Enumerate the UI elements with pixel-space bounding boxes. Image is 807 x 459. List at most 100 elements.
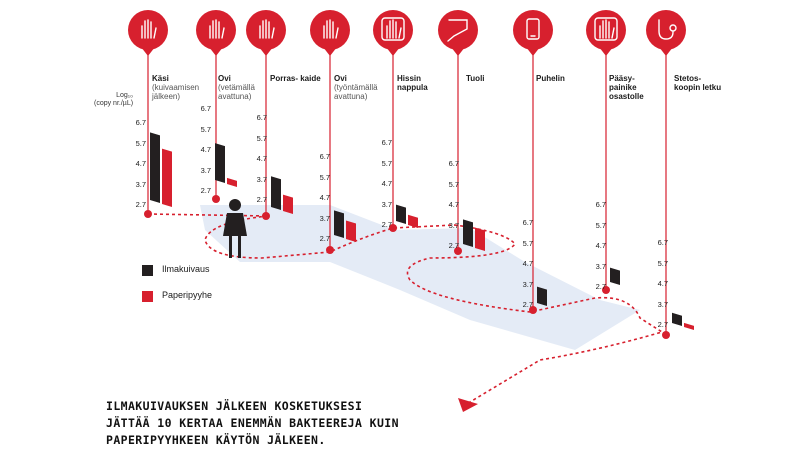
icon-chestpiece	[669, 24, 677, 32]
phone-pin	[513, 10, 553, 56]
bar-air-7	[610, 267, 620, 285]
station-subtitle: (vetämällä avattuna)	[218, 83, 255, 101]
y-tick-label: 4.7	[448, 200, 459, 209]
station-label-8: Stetos- koopin letku	[674, 74, 728, 92]
y-tick-label: 3.7	[448, 220, 459, 230]
pin-tail	[599, 47, 613, 56]
y-tick-label: 4.7	[595, 241, 606, 250]
station-dot-7	[602, 286, 610, 294]
station-dot-8	[662, 331, 670, 339]
pin-tail	[323, 47, 337, 56]
y-tick-label: 4.7	[135, 159, 146, 168]
station-title: Hissin nappula	[397, 74, 428, 92]
station-subtitle: (työntämällä avattuna)	[334, 83, 378, 101]
access-button-icon	[594, 17, 618, 41]
station-label-7: Pääsy- painike osastolle	[609, 74, 663, 101]
door-pull-pin	[196, 10, 236, 56]
path-arrowhead	[458, 398, 478, 412]
icon-fingers	[323, 19, 339, 39]
y-tick-label: 6.7	[200, 104, 211, 113]
station-title: Tuoli	[466, 74, 485, 83]
figure-leg-right	[238, 236, 241, 258]
bar-air-8	[672, 312, 682, 326]
hand-pin	[128, 10, 168, 56]
legend-swatch-paper	[142, 291, 153, 302]
station-title: Pääsy- painike osastolle	[609, 74, 644, 101]
station-label-4: Hissin nappula	[397, 74, 451, 92]
icon-fingers	[259, 19, 275, 39]
y-tick-label: 2.7	[448, 241, 459, 250]
pin-balloon	[438, 10, 478, 50]
bar-paper-5	[475, 227, 485, 251]
conclusion-line-2: JÄTTÄÄ 10 KERTAA ENEMMÄN BAKTEEREJA KUIN	[106, 416, 399, 430]
pin-balloon	[513, 10, 553, 50]
icon-fingers	[209, 19, 225, 39]
y-tick-label: 6.7	[657, 238, 668, 247]
icon-chair-shape	[447, 19, 468, 42]
bar-paper-2	[283, 194, 293, 214]
y-tick-label: 3.7	[319, 213, 330, 223]
figure-leg-left	[229, 236, 232, 258]
station-subtitle: (kuivaamisen jälkeen)	[152, 83, 200, 101]
chair-pin	[438, 10, 478, 56]
station-label-0: Käsi (kuivaamisen jälkeen)	[152, 74, 206, 101]
pin-tail	[209, 47, 223, 56]
bar-paper-8	[684, 322, 694, 330]
y-tick-label: 6.7	[595, 200, 606, 209]
figure-dress	[223, 213, 247, 236]
door-pull-icon	[209, 19, 225, 39]
icon-frame	[594, 17, 618, 41]
station-label-3: Ovi (työntämällä avattuna)	[334, 74, 388, 101]
bar-paper-4	[408, 214, 418, 228]
station-dot-5	[454, 247, 462, 255]
station-dot-1	[212, 195, 220, 203]
conclusion-text: ILMAKUIVAUKSEN JÄLKEEN KOSKETUKSESI JÄTT…	[106, 398, 526, 449]
bar-paper-3	[346, 220, 356, 242]
y-tick-label: 2.7	[135, 200, 146, 209]
y-tick-label: 3.7	[657, 299, 668, 309]
pin-tail	[659, 47, 673, 56]
y-tick-label: 3.7	[522, 279, 533, 289]
door-push-pin	[310, 10, 350, 56]
y-tick-label: 4.7	[522, 259, 533, 268]
pin-tail	[259, 47, 273, 56]
chair-icon	[447, 19, 468, 42]
pin-tail	[526, 47, 540, 56]
y-tick-label: 3.7	[381, 199, 392, 209]
station-label-1: Ovi (vetämällä avattuna)	[218, 74, 272, 101]
station-dot-0	[144, 210, 152, 218]
pin-tail	[386, 47, 400, 56]
station-dot-2	[262, 212, 270, 220]
access-button-pin	[586, 10, 626, 56]
bar-air-6	[537, 286, 547, 306]
floor-band	[200, 205, 640, 350]
station-dot-4	[389, 224, 397, 232]
y-tick-label: 4.7	[319, 193, 330, 202]
station-title: Käsi	[152, 74, 169, 83]
pin-balloon	[646, 10, 686, 50]
walking-path	[147, 213, 664, 406]
y-tick-label: 2.7	[319, 234, 330, 243]
conclusion-line-1: ILMAKUIVAUKSEN JÄLKEEN KOSKETUKSESI	[106, 399, 363, 413]
legend-label-paper: Paperipyyhe	[162, 290, 213, 300]
y-tick-label: 5.7	[522, 238, 533, 248]
y-tick-label: 6.7	[522, 218, 533, 227]
station-dot-6	[529, 306, 537, 314]
y-tick-label: 5.7	[135, 138, 146, 148]
phone-icon	[526, 18, 540, 40]
y-tick-label: 5.7	[595, 220, 606, 230]
icon-frame	[381, 17, 405, 41]
station-title: Ovi	[218, 74, 231, 83]
station-dot-3	[326, 246, 334, 254]
stethoscope-icon	[658, 19, 677, 40]
y-tick-label: 4.7	[200, 145, 211, 154]
legend-label-air: Ilmakuivaus	[162, 264, 210, 274]
door-push-icon	[323, 19, 339, 39]
y-tick-label: 2.7	[381, 220, 392, 229]
pin-tail	[451, 47, 465, 56]
icon-phone-body	[526, 18, 540, 40]
y-tick-label: 5.7	[381, 158, 392, 168]
y-tick-label: 3.7	[135, 179, 146, 189]
y-tick-label: 5.7	[657, 258, 668, 268]
